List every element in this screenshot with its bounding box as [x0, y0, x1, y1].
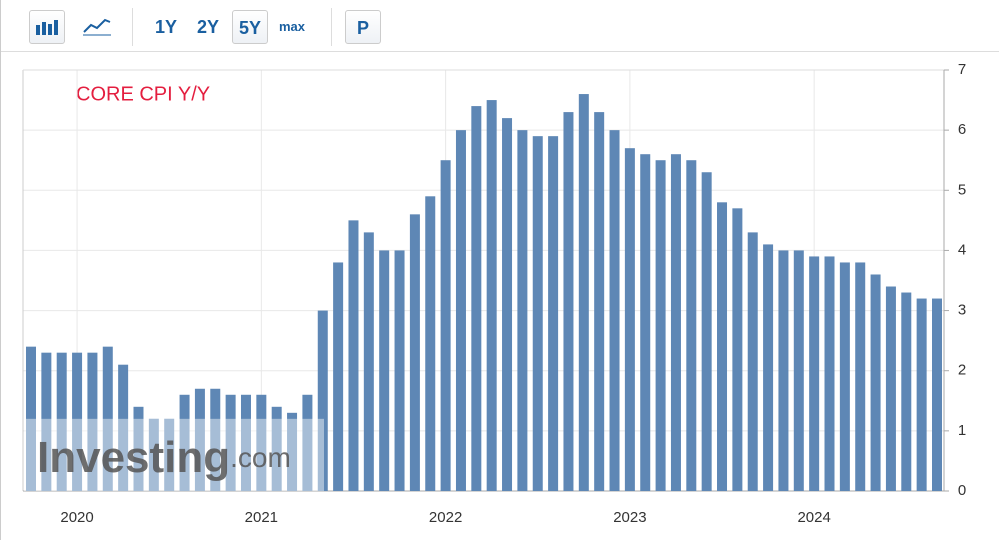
bar [148, 418, 159, 491]
y-tick-label: 7 [958, 61, 966, 78]
bar [287, 412, 298, 491]
chart-title: CORE CPI Y/Y [76, 83, 210, 105]
bar [548, 136, 559, 491]
bar [455, 130, 466, 491]
y-tick-label: 5 [958, 181, 966, 198]
bar [164, 418, 175, 491]
x-tick-label: 2024 [797, 509, 830, 526]
bar [317, 310, 328, 491]
bar [809, 256, 820, 491]
x-tick-label: 2023 [613, 509, 646, 526]
bar [179, 394, 190, 491]
bar [240, 394, 251, 491]
bar [133, 406, 144, 491]
bar [363, 232, 374, 491]
p-button[interactable]: P [345, 10, 381, 44]
bar [333, 262, 344, 491]
range-button[interactable]: max [278, 19, 306, 34]
watermark-veil [24, 418, 324, 491]
bar [609, 130, 620, 491]
y-tick-label: 0 [958, 482, 966, 499]
separator [132, 8, 133, 46]
bar [701, 172, 712, 491]
bar [210, 388, 221, 491]
range-button[interactable]: 5Y [232, 10, 268, 44]
range-button[interactable]: 1Y [154, 17, 178, 37]
bar [41, 352, 52, 491]
toolbar: 1Y 2Y 5Y max P [1, 0, 999, 52]
range-button[interactable]: 2Y [196, 17, 220, 37]
bar [26, 346, 36, 491]
bar [118, 364, 129, 491]
separator [331, 8, 332, 46]
bar [686, 160, 697, 491]
line-chart-button[interactable] [79, 10, 115, 44]
x-tick-label: 2021 [245, 509, 278, 526]
bar [348, 220, 359, 491]
bar [256, 394, 267, 491]
x-tick-label: 2022 [429, 509, 462, 526]
bar [102, 346, 113, 491]
bar [624, 148, 635, 491]
y-tick-label: 1 [958, 422, 966, 439]
watermark: Investing.com [37, 433, 291, 482]
chart: CORE CPI Y/Y 0 1 2 3 4 5 6 7 2020 2021 2022 2023 202… [22, 61, 966, 526]
bar [409, 214, 420, 492]
y-tick-label: 2 [958, 362, 966, 379]
bar [640, 154, 651, 491]
bar [394, 250, 405, 491]
line-icon [83, 18, 111, 36]
bar [901, 292, 912, 491]
bar [440, 160, 451, 491]
bar-chart-button[interactable] [29, 10, 65, 44]
bar [747, 232, 758, 491]
bar [517, 130, 528, 491]
watermark-word: Investing [37, 433, 230, 482]
bar-icon [36, 20, 58, 35]
bar [594, 112, 605, 491]
bar [670, 154, 681, 491]
bar [824, 256, 835, 491]
bar [56, 352, 67, 491]
bar [194, 388, 205, 491]
bar [732, 208, 743, 492]
bar [87, 352, 98, 491]
bar [302, 394, 313, 491]
bar [655, 160, 666, 491]
y-tick-label: 6 [958, 121, 966, 138]
y-tick-label: 3 [958, 302, 966, 319]
bar [717, 202, 728, 492]
bar [532, 136, 543, 491]
bar [870, 274, 881, 491]
bar [932, 298, 942, 491]
bar [225, 394, 236, 491]
y-tick-label: 4 [958, 241, 966, 258]
watermark-suffix: .com [230, 442, 291, 473]
bar [839, 262, 850, 491]
bar [763, 244, 774, 491]
bar [563, 112, 574, 491]
bar [916, 298, 927, 491]
bar [793, 250, 804, 491]
bar [502, 118, 513, 491]
bar [855, 262, 866, 491]
bar [425, 196, 436, 492]
bar [271, 406, 282, 491]
bar [578, 94, 589, 492]
bar [379, 250, 390, 491]
bar [486, 100, 497, 492]
bar [885, 286, 896, 491]
bar [72, 352, 83, 491]
bar [778, 250, 789, 491]
x-tick-label: 2020 [60, 509, 93, 526]
bar [471, 106, 482, 492]
